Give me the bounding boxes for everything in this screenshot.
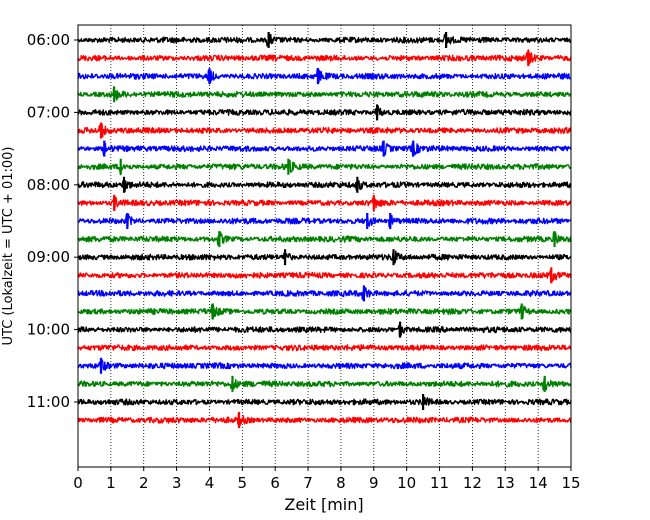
x-tick-label: 7 [303, 474, 313, 492]
y-axis-label: UTC (Lokalzeit = UTC + 01:00) [1, 147, 16, 346]
x-tick-label: 9 [369, 474, 379, 492]
trace-15 [77, 304, 572, 320]
y-tick-label: 06:00 [27, 31, 70, 49]
trace-layer [77, 32, 572, 429]
x-tick-label: 12 [463, 474, 482, 492]
x-tick-label: 8 [336, 474, 346, 492]
x-tick-label: 3 [172, 474, 182, 492]
trace-10 [77, 213, 572, 230]
trace-8 [77, 179, 572, 192]
x-tick-label: 2 [139, 474, 149, 492]
trace-16 [77, 324, 572, 338]
trace-18 [77, 358, 572, 371]
x-tick-label: 5 [238, 474, 248, 492]
trace-21 [77, 411, 572, 427]
x-ticks: 0 1 2 3 4 5 6 7 8 9 10 11 12 13 14 15 [73, 467, 581, 492]
x-axis-label: Zeit [min] [284, 495, 363, 514]
trace-9 [77, 196, 572, 212]
trace-11 [77, 231, 572, 247]
y-tick-label: 10:00 [27, 321, 70, 339]
trace-5 [77, 123, 572, 138]
x-tick-label: 11 [430, 474, 449, 492]
y-tick-label: 07:00 [27, 103, 70, 121]
plot-frame [77, 24, 572, 468]
trace-20 [77, 396, 572, 406]
trace-6 [77, 141, 572, 157]
trace-17 [77, 344, 572, 352]
trace-0 [77, 33, 572, 47]
trace-2 [77, 67, 572, 84]
x-tick-label: 14 [529, 474, 548, 492]
trace-4 [77, 105, 572, 120]
x-tick-label: 6 [270, 474, 280, 492]
y-tick-label: 11:00 [27, 393, 70, 411]
x-tick-label: 0 [73, 474, 83, 492]
trace-13 [77, 270, 572, 284]
x-tick-label: 4 [205, 474, 215, 492]
trace-19 [77, 375, 572, 391]
trace-14 [77, 287, 572, 301]
trace-7 [77, 159, 572, 176]
x-tick-label: 15 [561, 474, 580, 492]
trace-3 [77, 86, 572, 101]
x-tick-label: 1 [106, 474, 116, 492]
trace-1 [77, 49, 572, 65]
y-ticks: 06:00 07:00 08:00 09:00 10:00 11:00 [27, 31, 78, 411]
trace-12 [77, 250, 572, 264]
y-tick-label: 08:00 [27, 176, 70, 194]
x-tick-label: 10 [397, 474, 416, 492]
y-tick-label: 09:00 [27, 248, 70, 266]
x-tick-label: 13 [496, 474, 515, 492]
